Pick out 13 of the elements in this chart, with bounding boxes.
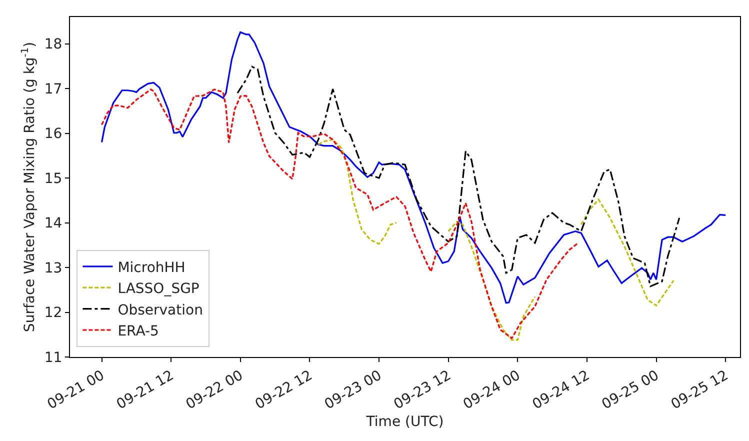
y-tick-label: 14 xyxy=(44,216,62,232)
x-axis-title: Time (UTC) xyxy=(365,414,444,430)
y-tick-label: 13 xyxy=(44,260,62,276)
legend-label: ERA-5 xyxy=(118,323,159,340)
y-tick-label: 18 xyxy=(44,36,62,53)
y-tick-label: 15 xyxy=(44,170,62,187)
y-tick-label: 16 xyxy=(44,126,62,142)
legend-label: MicrohHH xyxy=(118,260,186,276)
legend-label: LASSO_SGP xyxy=(118,281,200,298)
y-tick-label: 11 xyxy=(44,350,62,366)
y-tick-label: 17 xyxy=(44,81,62,98)
y-tick-label: 12 xyxy=(44,305,62,322)
legend-label: Observation xyxy=(118,302,203,318)
